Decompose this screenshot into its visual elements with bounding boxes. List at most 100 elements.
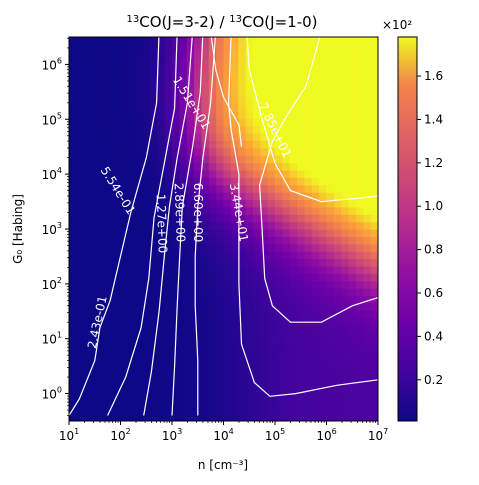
heatmap-cell — [127, 184, 136, 193]
heatmap-cell — [260, 339, 269, 348]
heatmap-cell — [304, 229, 313, 237]
heatmap-cell — [341, 118, 350, 127]
heatmap-cell — [223, 206, 232, 215]
heatmap-cell — [186, 310, 195, 319]
heatmap-cell — [98, 258, 107, 267]
heatmap-cell — [267, 184, 276, 193]
heatmap-cell — [83, 184, 92, 193]
heatmap-cell — [319, 265, 328, 274]
heatmap-cell — [105, 162, 114, 171]
heatmap-cell — [297, 325, 306, 333]
heatmap-cell — [127, 236, 136, 245]
heatmap-cell — [355, 317, 364, 326]
heatmap-cell — [98, 273, 107, 282]
heatmap-cell — [216, 103, 225, 112]
heatmap-cell — [311, 51, 320, 60]
heatmap-cell — [267, 406, 276, 415]
heatmap-cell — [135, 103, 144, 112]
heatmap-cell — [311, 59, 320, 68]
heatmap-cell — [91, 295, 100, 304]
heatmap-cell — [105, 81, 114, 90]
heatmap-cell — [208, 118, 217, 127]
heatmap-cell — [135, 332, 144, 341]
heatmap-cell — [311, 192, 320, 201]
heatmap-cell — [98, 73, 107, 82]
heatmap-cell — [149, 384, 158, 393]
heatmap-cell — [127, 406, 136, 415]
heatmap-cell — [223, 155, 232, 164]
heatmap-cell — [76, 162, 85, 171]
heatmap-cell — [238, 147, 247, 156]
heatmap-cell — [142, 118, 151, 127]
heatmap-cell — [135, 384, 144, 393]
heatmap-cell — [179, 96, 188, 105]
heatmap-cell — [113, 206, 122, 215]
heatmap-cell — [142, 280, 151, 289]
heatmap-cell — [105, 155, 114, 164]
heatmap-cell — [252, 192, 261, 201]
heatmap-cell — [275, 398, 283, 407]
heatmap-cell — [208, 155, 217, 164]
heatmap-cell — [127, 398, 136, 407]
heatmap-cell — [230, 317, 239, 326]
heatmap-cell — [333, 88, 342, 97]
heatmap-cell — [282, 229, 291, 237]
heatmap-cell — [260, 59, 269, 68]
heatmap-cell — [230, 169, 239, 178]
heatmap-cell — [326, 384, 335, 393]
heatmap-cell — [341, 273, 350, 282]
heatmap-cell — [363, 66, 372, 75]
heatmap-cell — [319, 66, 328, 75]
heatmap-cell — [164, 384, 173, 393]
heatmap-cell — [230, 310, 239, 319]
heatmap-cell — [91, 258, 100, 267]
heatmap-cell — [304, 347, 313, 356]
heatmap-cell — [105, 384, 114, 393]
heatmap-cell — [223, 140, 232, 149]
heatmap-cell — [311, 206, 320, 215]
heatmap-cell — [260, 332, 269, 341]
heatmap-cell — [341, 169, 350, 178]
heatmap-cell — [311, 376, 320, 385]
heatmap-cell — [164, 81, 173, 90]
heatmap-cell — [267, 155, 276, 164]
heatmap-cell — [98, 37, 107, 45]
heatmap-cell — [194, 37, 203, 45]
heatmap-cell — [157, 44, 166, 53]
heatmap-cell — [348, 184, 357, 193]
heatmap-cell — [113, 169, 122, 178]
heatmap-cell — [363, 243, 372, 252]
heatmap-cell — [297, 59, 306, 68]
heatmap-cell — [208, 162, 217, 171]
heatmap-cell — [230, 96, 239, 105]
heatmap-cell — [113, 51, 122, 60]
heatmap-cell — [326, 199, 335, 208]
heatmap-cell — [105, 332, 114, 341]
heatmap-cell — [164, 110, 173, 119]
heatmap-cell — [223, 162, 232, 171]
heatmap-cell — [267, 37, 276, 45]
heatmap-cell — [142, 325, 151, 333]
heatmap-cell — [69, 81, 77, 90]
heatmap-cell — [179, 206, 188, 215]
heatmap-cell — [319, 184, 328, 193]
heatmap-cell — [105, 310, 114, 319]
heatmap-cell — [238, 243, 247, 252]
heatmap-cell — [120, 110, 129, 119]
heatmap-cell — [282, 206, 291, 215]
heatmap-cell — [289, 177, 298, 186]
heatmap-cell — [230, 258, 239, 267]
heatmap-cell — [186, 347, 195, 356]
heatmap-cell — [355, 73, 364, 82]
heatmap-cell — [208, 376, 217, 385]
heatmap-cell — [363, 332, 372, 341]
heatmap-cell — [164, 406, 173, 415]
heatmap-cell — [341, 376, 350, 385]
heatmap-cell — [230, 184, 239, 193]
heatmap-cell — [230, 125, 239, 134]
heatmap-cell — [238, 391, 247, 400]
heatmap-cell — [304, 243, 313, 252]
heatmap-cell — [149, 243, 158, 252]
heatmap-cell — [179, 88, 188, 97]
heatmap-cell — [69, 177, 77, 186]
